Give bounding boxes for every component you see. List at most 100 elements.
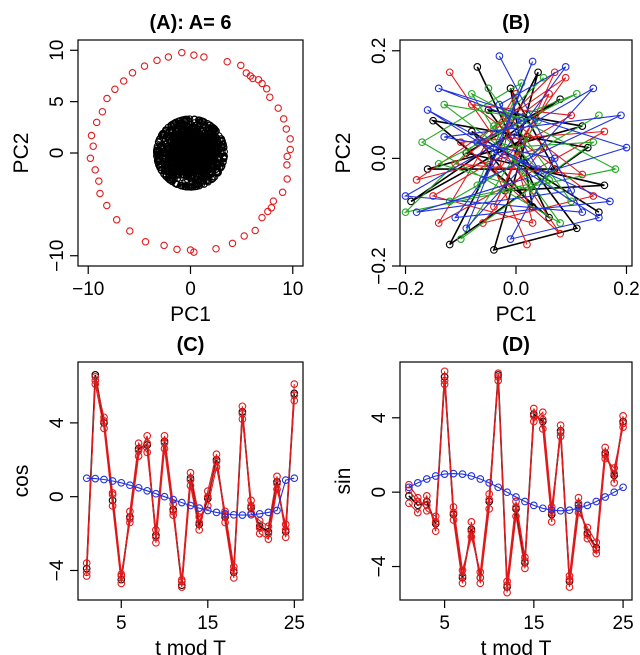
series-point	[422, 492, 431, 500]
series-point	[521, 557, 529, 565]
series-point	[503, 588, 511, 597]
series-point	[556, 421, 565, 430]
series-point	[572, 89, 581, 98]
series-point	[503, 581, 511, 589]
y-tick-label: 0.0	[369, 145, 390, 171]
cluster-point	[187, 167, 195, 175]
series-point	[512, 497, 520, 506]
series-point	[610, 479, 619, 487]
series-point	[600, 181, 609, 190]
series-point	[238, 409, 247, 418]
series-point	[281, 526, 290, 534]
cluster-point	[155, 161, 163, 169]
series-point	[574, 493, 583, 502]
series-point	[152, 538, 160, 547]
series-point	[485, 479, 494, 487]
series-point	[91, 372, 100, 381]
series-point	[100, 475, 108, 484]
series-point	[134, 446, 143, 455]
series-line	[408, 380, 624, 582]
series-point	[523, 240, 531, 249]
series-point	[134, 439, 143, 448]
series-point	[264, 529, 273, 538]
panel-b: −0.2 0.0 0.2 −0.2 0.0 0.2 (B) PC1 PC2	[332, 12, 640, 326]
series-point	[595, 208, 603, 217]
series-point	[117, 478, 126, 487]
series-point	[431, 518, 440, 526]
series-line	[403, 77, 618, 240]
series-point	[567, 197, 576, 206]
x-tick-label: 5	[439, 613, 450, 634]
series-point	[574, 499, 583, 508]
y-tick-label: 10	[47, 40, 68, 61]
ring-point	[89, 142, 97, 150]
series-point	[229, 566, 238, 575]
cluster-point	[187, 125, 196, 133]
cluster-point	[218, 137, 226, 145]
ring-point	[283, 152, 291, 161]
ring-point	[266, 93, 274, 101]
blue-series-3	[401, 52, 631, 243]
series-point	[177, 583, 186, 591]
series-point	[449, 508, 458, 517]
series-point	[578, 208, 587, 217]
series-point	[583, 501, 592, 510]
series-point	[547, 518, 556, 526]
series-point	[545, 176, 553, 184]
series-point	[195, 518, 204, 527]
series-line	[403, 55, 629, 240]
cluster-point	[199, 145, 207, 153]
series-point	[610, 469, 619, 478]
cluster-point	[191, 182, 200, 191]
ring-point	[103, 94, 111, 103]
series-point	[583, 531, 592, 539]
series-point	[203, 492, 212, 501]
series-point	[290, 391, 299, 400]
ring-point	[212, 244, 220, 253]
series-point	[617, 111, 625, 120]
series-point	[583, 143, 592, 152]
x-axis-label: PC1	[170, 303, 211, 326]
ring-point	[282, 125, 291, 133]
ring-point	[274, 104, 282, 112]
ring-point	[126, 227, 134, 235]
series-point	[495, 100, 504, 109]
ring-point	[190, 248, 198, 256]
series-point	[440, 376, 449, 385]
series-point	[407, 197, 415, 206]
series-point	[126, 514, 134, 523]
y-tick-label: −4	[47, 559, 68, 581]
cluster-point	[201, 160, 209, 169]
series-point	[264, 508, 273, 517]
ring-point	[228, 239, 237, 248]
series-point	[490, 202, 498, 211]
series-point	[281, 476, 290, 484]
cluster-point	[212, 134, 220, 142]
series-point	[290, 380, 299, 388]
red-series-1	[412, 68, 609, 249]
series-point	[619, 419, 627, 428]
series-point	[177, 577, 186, 586]
series-point	[445, 68, 454, 77]
ring-point	[86, 154, 95, 163]
chart-title: (B)	[502, 12, 530, 34]
blue-series-4	[405, 469, 627, 515]
series-point	[273, 472, 281, 481]
red-series-2	[405, 367, 627, 597]
series-point	[601, 451, 610, 459]
series-line	[408, 374, 624, 588]
series-line	[408, 473, 624, 512]
series-point	[606, 197, 614, 206]
ring-point	[140, 62, 149, 70]
series-point	[458, 579, 467, 588]
series-point	[592, 545, 601, 554]
series-line	[86, 477, 295, 516]
series-point	[264, 535, 273, 543]
cluster-point	[209, 124, 217, 132]
series-point	[528, 57, 537, 66]
series-point	[169, 495, 178, 504]
ring-point	[200, 53, 208, 61]
series-point	[574, 504, 583, 513]
series-point	[160, 492, 169, 501]
series-point	[550, 154, 559, 163]
